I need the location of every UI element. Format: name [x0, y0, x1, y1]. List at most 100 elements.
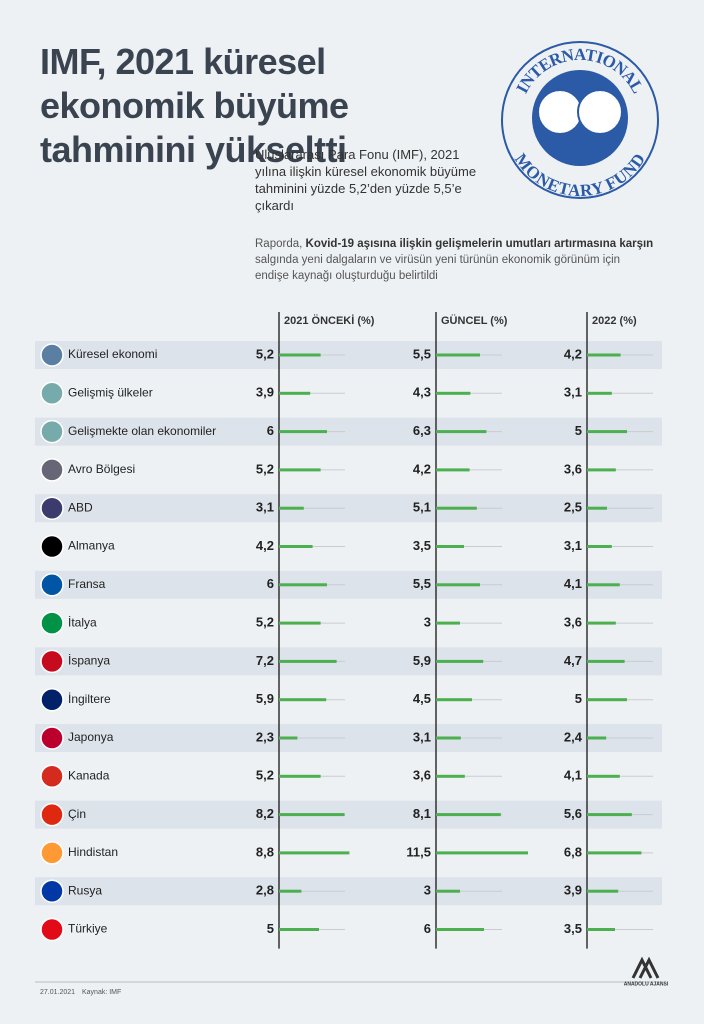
category-label: Çin: [68, 807, 86, 821]
icon: [40, 879, 64, 903]
value-label: 2,3: [256, 729, 274, 744]
icon: [40, 458, 64, 482]
bar: [279, 583, 327, 587]
value-label: 4,1: [564, 768, 582, 783]
value-label: 5,9: [413, 653, 431, 668]
value-label: 4,3: [413, 385, 431, 400]
bar: [279, 659, 337, 663]
bar: [436, 736, 461, 740]
category-label: İngiltere: [68, 692, 111, 706]
date: 27.01.2021: [40, 989, 75, 996]
bar: [279, 545, 313, 548]
icon: [40, 496, 64, 520]
bar: [436, 430, 487, 434]
value-label: 3: [424, 883, 431, 898]
bar: [587, 851, 642, 855]
value-label: 6: [424, 921, 431, 936]
value-label: 8,2: [256, 806, 274, 821]
bar: [279, 736, 298, 740]
category-label: Avro Bölgesi: [68, 462, 135, 476]
bar: [436, 813, 501, 817]
value-label: 2,4: [564, 729, 583, 744]
bar: [279, 928, 319, 931]
icon: [40, 802, 64, 827]
category-label: Gelişmiş ülkeler: [68, 385, 153, 399]
value-label: 3,9: [564, 883, 582, 898]
value-label: 3,1: [564, 385, 582, 400]
category-label: Rusya: [68, 883, 102, 897]
bar: [279, 889, 302, 893]
bar: [436, 851, 528, 855]
category-label: İtalya: [68, 615, 97, 629]
value-label: 11,5: [406, 844, 431, 859]
value-label: 4,5: [413, 691, 431, 706]
value-label: 4,2: [564, 346, 582, 361]
icon: [40, 419, 64, 444]
bar: [279, 698, 327, 702]
value-label: 6,3: [413, 423, 431, 438]
bar: [587, 774, 620, 778]
bar: [279, 506, 304, 510]
bar: [436, 659, 484, 663]
row-band: [35, 647, 662, 676]
row-band: [35, 341, 662, 369]
value-label: 6,8: [564, 844, 582, 859]
bar: [587, 698, 627, 702]
value-label: 5: [267, 921, 274, 936]
bar: [279, 813, 345, 817]
value-label: 5: [575, 423, 582, 438]
bar: [279, 851, 350, 855]
bar: [587, 813, 632, 817]
bar: [279, 353, 321, 357]
icon: [40, 841, 64, 865]
note-text: Raporda,: [255, 238, 306, 250]
value-label: 4,2: [256, 538, 274, 553]
category-label: İspanya: [68, 654, 110, 668]
value-label: 3,6: [564, 615, 582, 630]
value-label: 3,5: [413, 538, 431, 553]
bar: [436, 698, 472, 702]
bar: [279, 468, 321, 472]
category-label: Japonya: [68, 730, 114, 744]
value-label: 5,5: [413, 346, 431, 361]
icon: [40, 917, 64, 942]
value-label: 5,2: [256, 346, 274, 361]
bar: [436, 583, 480, 587]
category-label: Küresel ekonomi: [68, 347, 157, 361]
value-label: 3,5: [564, 921, 582, 936]
category-label: Türkiye: [68, 922, 108, 936]
value-label: 3,1: [413, 729, 431, 744]
value-label: 4,2: [413, 461, 431, 476]
value-label: 5,5: [413, 576, 431, 591]
row-band: [35, 877, 662, 906]
source: Kaynak: IMF: [82, 989, 121, 996]
category-label: Hindistan: [68, 845, 118, 859]
bar: [587, 621, 616, 625]
bar: [436, 545, 464, 548]
value-label: 8,8: [256, 844, 274, 859]
value-label: 3,1: [564, 538, 582, 553]
value-label: 3: [424, 615, 431, 630]
bar: [587, 889, 619, 893]
bar: [279, 774, 321, 778]
value-label: 8,1: [413, 806, 431, 821]
bar: [279, 621, 321, 625]
bar: [587, 659, 625, 663]
bar: [436, 774, 465, 778]
icon: [40, 764, 64, 789]
row-band: [35, 724, 662, 752]
column-header: 2021 ÖNCEKİ (%): [284, 314, 375, 327]
icon: [40, 381, 64, 406]
icon: [40, 687, 64, 712]
icon: [40, 726, 64, 750]
bar: [436, 353, 480, 357]
bar: [587, 583, 620, 587]
note-bold: Kovid-19 aşısına ilişkin gelişmelerin um…: [305, 238, 654, 250]
row-band: [35, 800, 662, 829]
value-label: 3,6: [564, 461, 582, 476]
row-band: [35, 570, 662, 599]
value-label: 5,6: [564, 806, 582, 821]
bar: [436, 506, 477, 510]
